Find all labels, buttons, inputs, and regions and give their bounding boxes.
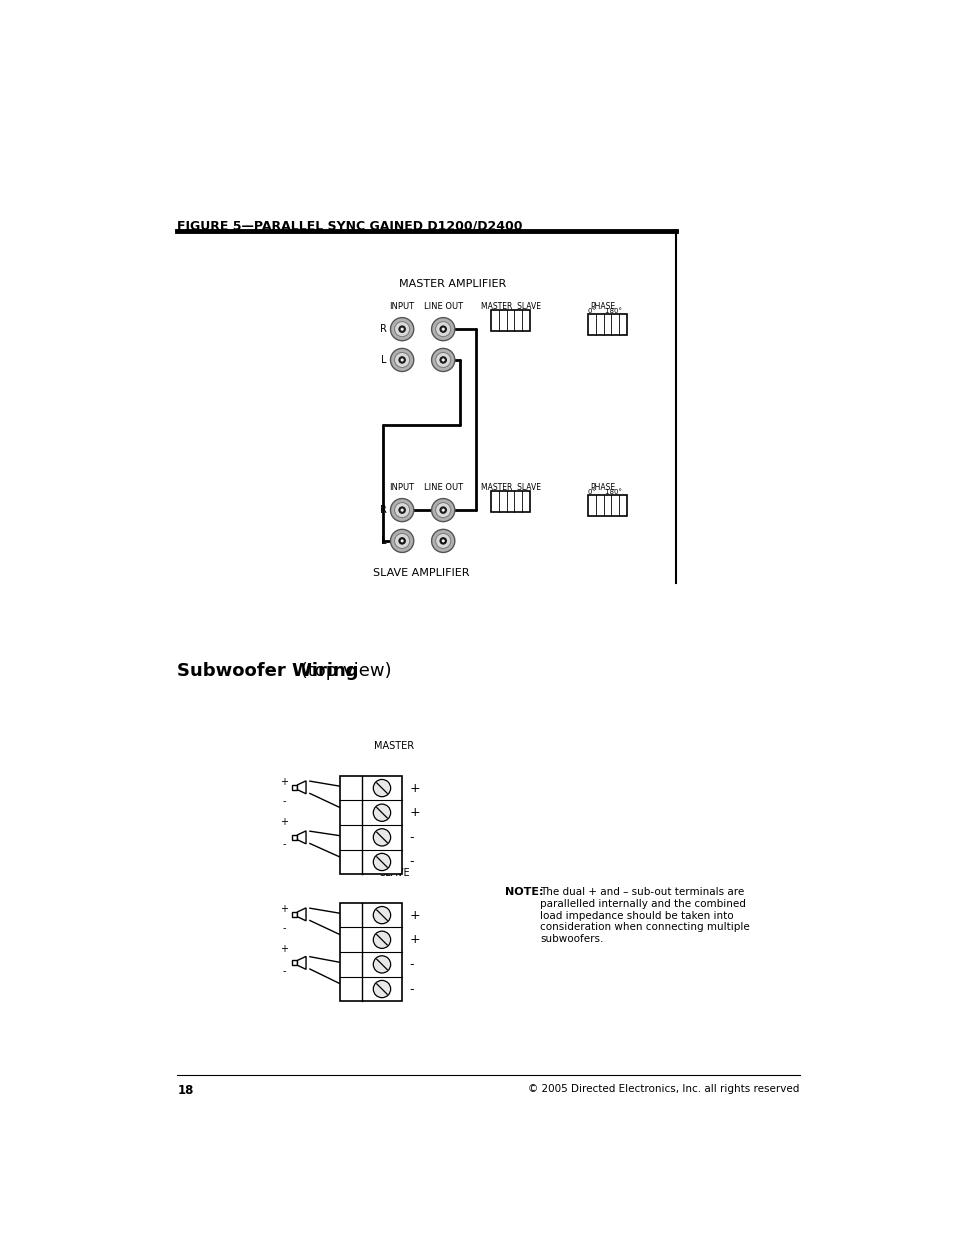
FancyBboxPatch shape [587, 495, 626, 516]
Circle shape [431, 317, 455, 341]
Circle shape [373, 853, 390, 871]
Circle shape [400, 359, 403, 361]
Polygon shape [297, 956, 306, 969]
Circle shape [441, 329, 444, 330]
Circle shape [439, 537, 446, 545]
Text: -: - [282, 795, 286, 805]
Circle shape [398, 326, 405, 332]
FancyBboxPatch shape [292, 911, 297, 916]
Text: -: - [282, 966, 286, 976]
Text: SLAVE AMPLIFIER: SLAVE AMPLIFIER [373, 568, 469, 578]
Circle shape [373, 804, 390, 821]
Circle shape [373, 981, 390, 998]
Circle shape [395, 534, 409, 548]
Text: PHASE: PHASE [590, 303, 615, 311]
Text: +: + [410, 934, 420, 946]
Text: SLAVE: SLAVE [378, 868, 409, 878]
Circle shape [441, 359, 444, 361]
Circle shape [400, 329, 403, 330]
Circle shape [395, 321, 409, 337]
Circle shape [390, 530, 414, 552]
Text: -: - [410, 983, 414, 995]
Polygon shape [297, 831, 306, 844]
Text: INPUT: INPUT [389, 483, 415, 493]
Text: LINE OUT: LINE OUT [423, 483, 462, 493]
FancyBboxPatch shape [292, 784, 297, 789]
Circle shape [441, 509, 444, 511]
Text: 18: 18 [177, 1084, 193, 1097]
Circle shape [373, 829, 390, 846]
Text: +: + [280, 777, 288, 787]
FancyBboxPatch shape [340, 903, 402, 1002]
Circle shape [390, 348, 414, 372]
Text: INPUT: INPUT [389, 303, 415, 311]
Polygon shape [297, 781, 306, 794]
Circle shape [436, 503, 450, 517]
Text: MASTER  SLAVE: MASTER SLAVE [480, 303, 540, 311]
Text: -: - [410, 856, 414, 868]
Text: FIGURE 5—PARALLEL SYNC GAINED D1200/D2400: FIGURE 5—PARALLEL SYNC GAINED D1200/D240… [177, 220, 522, 233]
Text: -: - [282, 839, 286, 848]
Circle shape [439, 357, 446, 363]
Text: L: L [381, 536, 386, 546]
FancyBboxPatch shape [292, 835, 297, 840]
Text: -: - [410, 958, 414, 971]
Circle shape [373, 956, 390, 973]
Circle shape [431, 499, 455, 521]
Circle shape [398, 506, 405, 514]
Text: +: + [280, 818, 288, 827]
Text: © 2005 Directed Electronics, Inc. all rights reserved: © 2005 Directed Electronics, Inc. all ri… [528, 1084, 799, 1094]
Circle shape [400, 540, 403, 542]
Circle shape [431, 348, 455, 372]
Text: The dual + and – sub-out terminals are
parallelled internally and the combined
l: The dual + and – sub-out terminals are p… [539, 888, 749, 944]
Circle shape [441, 540, 444, 542]
Circle shape [373, 779, 390, 797]
Text: PHASE: PHASE [590, 483, 615, 493]
Text: R: R [379, 505, 386, 515]
Text: +: + [410, 782, 420, 794]
Circle shape [400, 509, 403, 511]
Circle shape [439, 506, 446, 514]
Text: R: R [379, 324, 386, 335]
Circle shape [395, 352, 409, 368]
FancyBboxPatch shape [491, 310, 530, 331]
Text: L: L [381, 354, 386, 366]
FancyBboxPatch shape [292, 961, 297, 966]
Text: LINE OUT: LINE OUT [423, 303, 462, 311]
Text: +: + [410, 806, 420, 819]
Circle shape [398, 537, 405, 545]
Text: -: - [282, 923, 286, 932]
FancyBboxPatch shape [587, 314, 626, 336]
Text: MASTER AMPLIFIER: MASTER AMPLIFIER [398, 279, 506, 289]
Circle shape [436, 352, 450, 368]
Text: 0°    180°: 0° 180° [587, 489, 621, 495]
Text: -: - [410, 831, 414, 844]
Circle shape [439, 326, 446, 332]
FancyBboxPatch shape [491, 490, 530, 513]
Text: NOTE:: NOTE: [505, 888, 543, 898]
Circle shape [373, 906, 390, 924]
Circle shape [436, 534, 450, 548]
Circle shape [395, 503, 409, 517]
Text: +: + [280, 945, 288, 955]
Circle shape [373, 931, 390, 948]
Circle shape [390, 499, 414, 521]
Circle shape [431, 530, 455, 552]
Polygon shape [297, 908, 306, 921]
Circle shape [398, 357, 405, 363]
Text: MASTER  SLAVE: MASTER SLAVE [480, 483, 540, 493]
Text: Subwoofer Wiring: Subwoofer Wiring [177, 662, 358, 679]
Text: MASTER: MASTER [374, 741, 414, 751]
FancyBboxPatch shape [340, 776, 402, 874]
Circle shape [390, 317, 414, 341]
Circle shape [436, 321, 450, 337]
Text: +: + [410, 909, 420, 921]
Text: +: + [280, 904, 288, 914]
Text: (top view): (top view) [294, 662, 392, 679]
Text: 0°    180°: 0° 180° [587, 309, 621, 315]
